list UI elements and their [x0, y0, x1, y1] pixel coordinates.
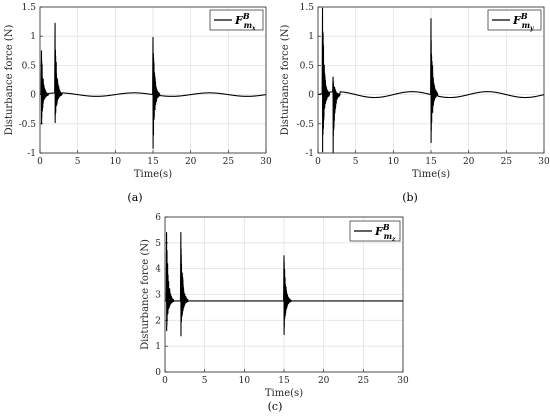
axes-box — [317, 6, 545, 154]
axes-box — [164, 216, 404, 373]
legend-superscript: B — [382, 222, 390, 232]
chart-panel-b: 0 5 10 15 20 25 30 -1 -0.5 0 0.5 1 1.5 Time(s) Disturb… — [280, 3, 550, 204]
legend: FB mx — [209, 9, 264, 32]
y-axis-label: Disturbance force (N) — [140, 239, 151, 350]
y-tick-label: -1 — [27, 149, 36, 159]
y-tick-label: 1 — [155, 342, 161, 352]
y-tick-label: 4 — [155, 265, 161, 275]
legend-symbol: F — [512, 14, 522, 27]
legend-box — [349, 220, 401, 242]
x-tick-label: 15 — [425, 157, 437, 167]
y-tick-label: 2 — [155, 316, 161, 326]
x-tick-label: 30 — [538, 157, 550, 167]
legend-label: FB mx — [234, 11, 256, 32]
y-tick-label: 1 — [308, 32, 314, 42]
axes-box — [39, 6, 267, 154]
legend-symbol: F — [374, 225, 384, 238]
panel-caption: (c) — [268, 400, 283, 413]
chart-panel-c: 0 5 10 15 20 25 30 0 1 2 3 4 5 6 Time(s) Disturbance fo… — [140, 213, 409, 413]
legend-superscript: B — [242, 11, 250, 21]
y-tick-label: 0 — [155, 368, 161, 378]
y-tick-label: -0.5 — [19, 120, 37, 130]
x-tick-label: 15 — [278, 376, 290, 386]
x-axis-label: Time(s) — [265, 388, 303, 399]
chart-panel-a: 0 5 10 15 20 25 30 -1 -0.5 0 0.5 1 1.5 Time(s) Disturb… — [4, 3, 272, 204]
x-tick-label: 0 — [37, 157, 43, 167]
legend-box — [487, 9, 542, 31]
legend-label: FB mz — [374, 222, 396, 243]
x-tick-label: 20 — [185, 157, 197, 167]
x-tick-label: 20 — [318, 376, 330, 386]
legend: FB mz — [349, 220, 401, 243]
y-tick-label: 1 — [30, 32, 36, 42]
series-line — [164, 231, 404, 337]
y-tick-label: 3 — [155, 291, 161, 301]
y-tick-label: 0 — [30, 91, 36, 101]
x-tick-label: 25 — [501, 157, 513, 167]
x-tick-label: 10 — [239, 376, 251, 386]
x-tick-label: 30 — [260, 157, 272, 167]
legend-box — [209, 9, 264, 31]
legend-sub-subscript: x — [251, 25, 256, 32]
legend-symbol: F — [234, 14, 244, 27]
x-axis-label: Time(s) — [134, 169, 172, 180]
legend-superscript: B — [520, 11, 528, 21]
x-tick-label: 15 — [147, 157, 159, 167]
x-tick-label: 5 — [353, 157, 359, 167]
y-tick-label: 0.5 — [300, 61, 315, 71]
panel-caption: (a) — [127, 191, 142, 204]
y-tick-label: -1 — [305, 149, 314, 159]
legend-subscript: m — [384, 231, 392, 241]
panel-caption: (b) — [402, 191, 418, 204]
legend-subscript: m — [244, 20, 252, 30]
y-tick-label: 0 — [308, 91, 314, 101]
legend-subscript: m — [522, 20, 530, 30]
x-tick-label: 30 — [397, 376, 409, 386]
y-tick-label: 1.5 — [22, 3, 37, 13]
legend: FB my — [487, 9, 542, 32]
y-tick-label: 6 — [155, 213, 161, 223]
x-tick-label: 5 — [75, 157, 81, 167]
x-tick-label: 10 — [388, 157, 400, 167]
legend-sub-subscript: z — [391, 236, 396, 243]
y-tick-label: 1.5 — [300, 3, 315, 13]
x-axis-label: Time(s) — [412, 169, 450, 180]
x-tick-label: 25 — [223, 157, 235, 167]
y-tick-label: -0.5 — [297, 120, 315, 130]
legend-label: FB my — [512, 11, 534, 32]
y-tick-label: 0.5 — [22, 61, 37, 71]
x-tick-label: 10 — [110, 157, 122, 167]
series-line — [317, 7, 545, 154]
legend-sub-subscript: y — [529, 25, 534, 32]
y-tick-label: 5 — [155, 239, 161, 249]
x-tick-label: 0 — [162, 376, 168, 386]
y-axis-label: Disturbance force (N) — [4, 24, 15, 135]
series-line — [39, 22, 267, 149]
x-tick-label: 5 — [202, 376, 208, 386]
x-tick-label: 0 — [315, 157, 321, 167]
y-axis-label: Disturbance force (N) — [280, 24, 291, 135]
x-tick-label: 25 — [358, 376, 370, 386]
x-tick-label: 20 — [463, 157, 475, 167]
